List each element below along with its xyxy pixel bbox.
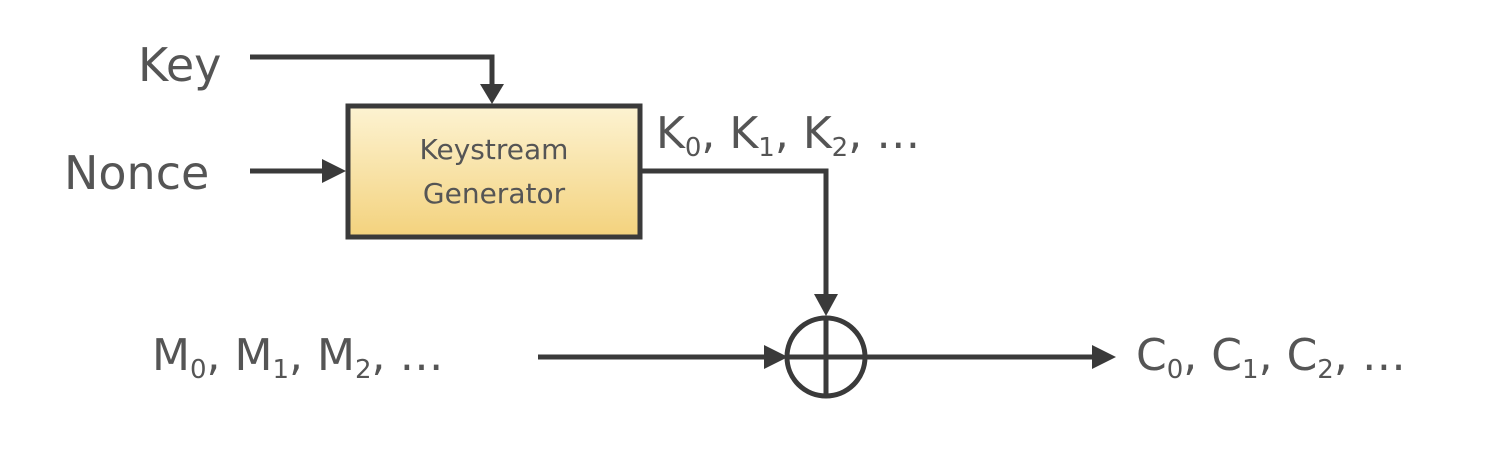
generator-line-2: Generator xyxy=(422,176,566,210)
keystream-term: K1, xyxy=(729,108,802,162)
key-label: Key xyxy=(138,38,222,92)
message-sequence: M0, M1, M2, … xyxy=(152,334,444,384)
message-ellipsis: … xyxy=(399,330,444,381)
keystream-arrow xyxy=(640,168,829,300)
message-term: M1, xyxy=(234,330,318,384)
message-term-base: M xyxy=(234,330,273,381)
ciphertext-ellipsis: … xyxy=(1361,330,1406,381)
message-term-separator: , xyxy=(206,330,221,381)
ciphertext-term-subscript: 1 xyxy=(1242,355,1259,385)
message-arrowhead xyxy=(764,345,788,369)
message-term: M2, xyxy=(317,330,400,384)
ciphertext-term-subscript: 2 xyxy=(1317,355,1334,385)
nonce-label: Nonce xyxy=(64,146,210,200)
keystream-generator-label: Keystream Generator xyxy=(348,106,640,237)
nonce-arrowhead xyxy=(322,159,346,183)
keystream-term-subscript: 1 xyxy=(758,133,775,163)
message-term-base: M xyxy=(152,330,190,381)
ciphertext-term-separator: , xyxy=(1183,330,1198,381)
message-term-subscript: 0 xyxy=(189,355,207,385)
message-term-separator: , xyxy=(289,330,304,381)
keystream-sequence: K0, K1, K2, … xyxy=(656,112,920,162)
message-term: M0, xyxy=(152,330,235,384)
ciphertext-term-subscript: 0 xyxy=(1166,355,1184,385)
ciphertext-term: C0, xyxy=(1136,330,1211,384)
xor-icon xyxy=(784,315,868,399)
ciphertext-term: C1, xyxy=(1211,330,1286,384)
keystream-term-base: K xyxy=(656,108,685,159)
generator-line-1: Keystream xyxy=(419,133,569,167)
ciphertext-term-base: C xyxy=(1286,330,1318,381)
key-arrow xyxy=(250,54,495,92)
keystream-term-subscript: 0 xyxy=(684,133,702,163)
ciphertext-term-base: C xyxy=(1136,330,1167,381)
ciphertext-term-separator: , xyxy=(1333,330,1348,381)
message-term-base: M xyxy=(317,330,355,381)
ciphertext-arrowhead xyxy=(1092,345,1116,369)
keystream-term-separator: , xyxy=(848,108,863,159)
key-arrowhead xyxy=(480,84,504,104)
keystream-term: K2, xyxy=(802,108,876,162)
ciphertext-term-base: C xyxy=(1211,330,1243,381)
keystream-term-separator: , xyxy=(701,108,716,159)
ciphertext-sequence: C0, C1, C2, … xyxy=(1136,334,1406,384)
message-term-subscript: 2 xyxy=(355,355,372,385)
ciphertext-term-separator: , xyxy=(1258,330,1273,381)
keystream-ellipsis: … xyxy=(876,108,921,159)
keystream-term-subscript: 2 xyxy=(831,133,849,163)
keystream-term-separator: , xyxy=(774,108,789,159)
keystream-arrowhead xyxy=(814,294,838,316)
message-term-separator: , xyxy=(371,330,386,381)
keystream-term: K0, xyxy=(656,108,729,162)
message-term-subscript: 1 xyxy=(272,355,290,385)
ciphertext-term: C2, xyxy=(1286,330,1362,384)
keystream-term-base: K xyxy=(802,108,832,159)
keystream-term-base: K xyxy=(729,108,759,159)
